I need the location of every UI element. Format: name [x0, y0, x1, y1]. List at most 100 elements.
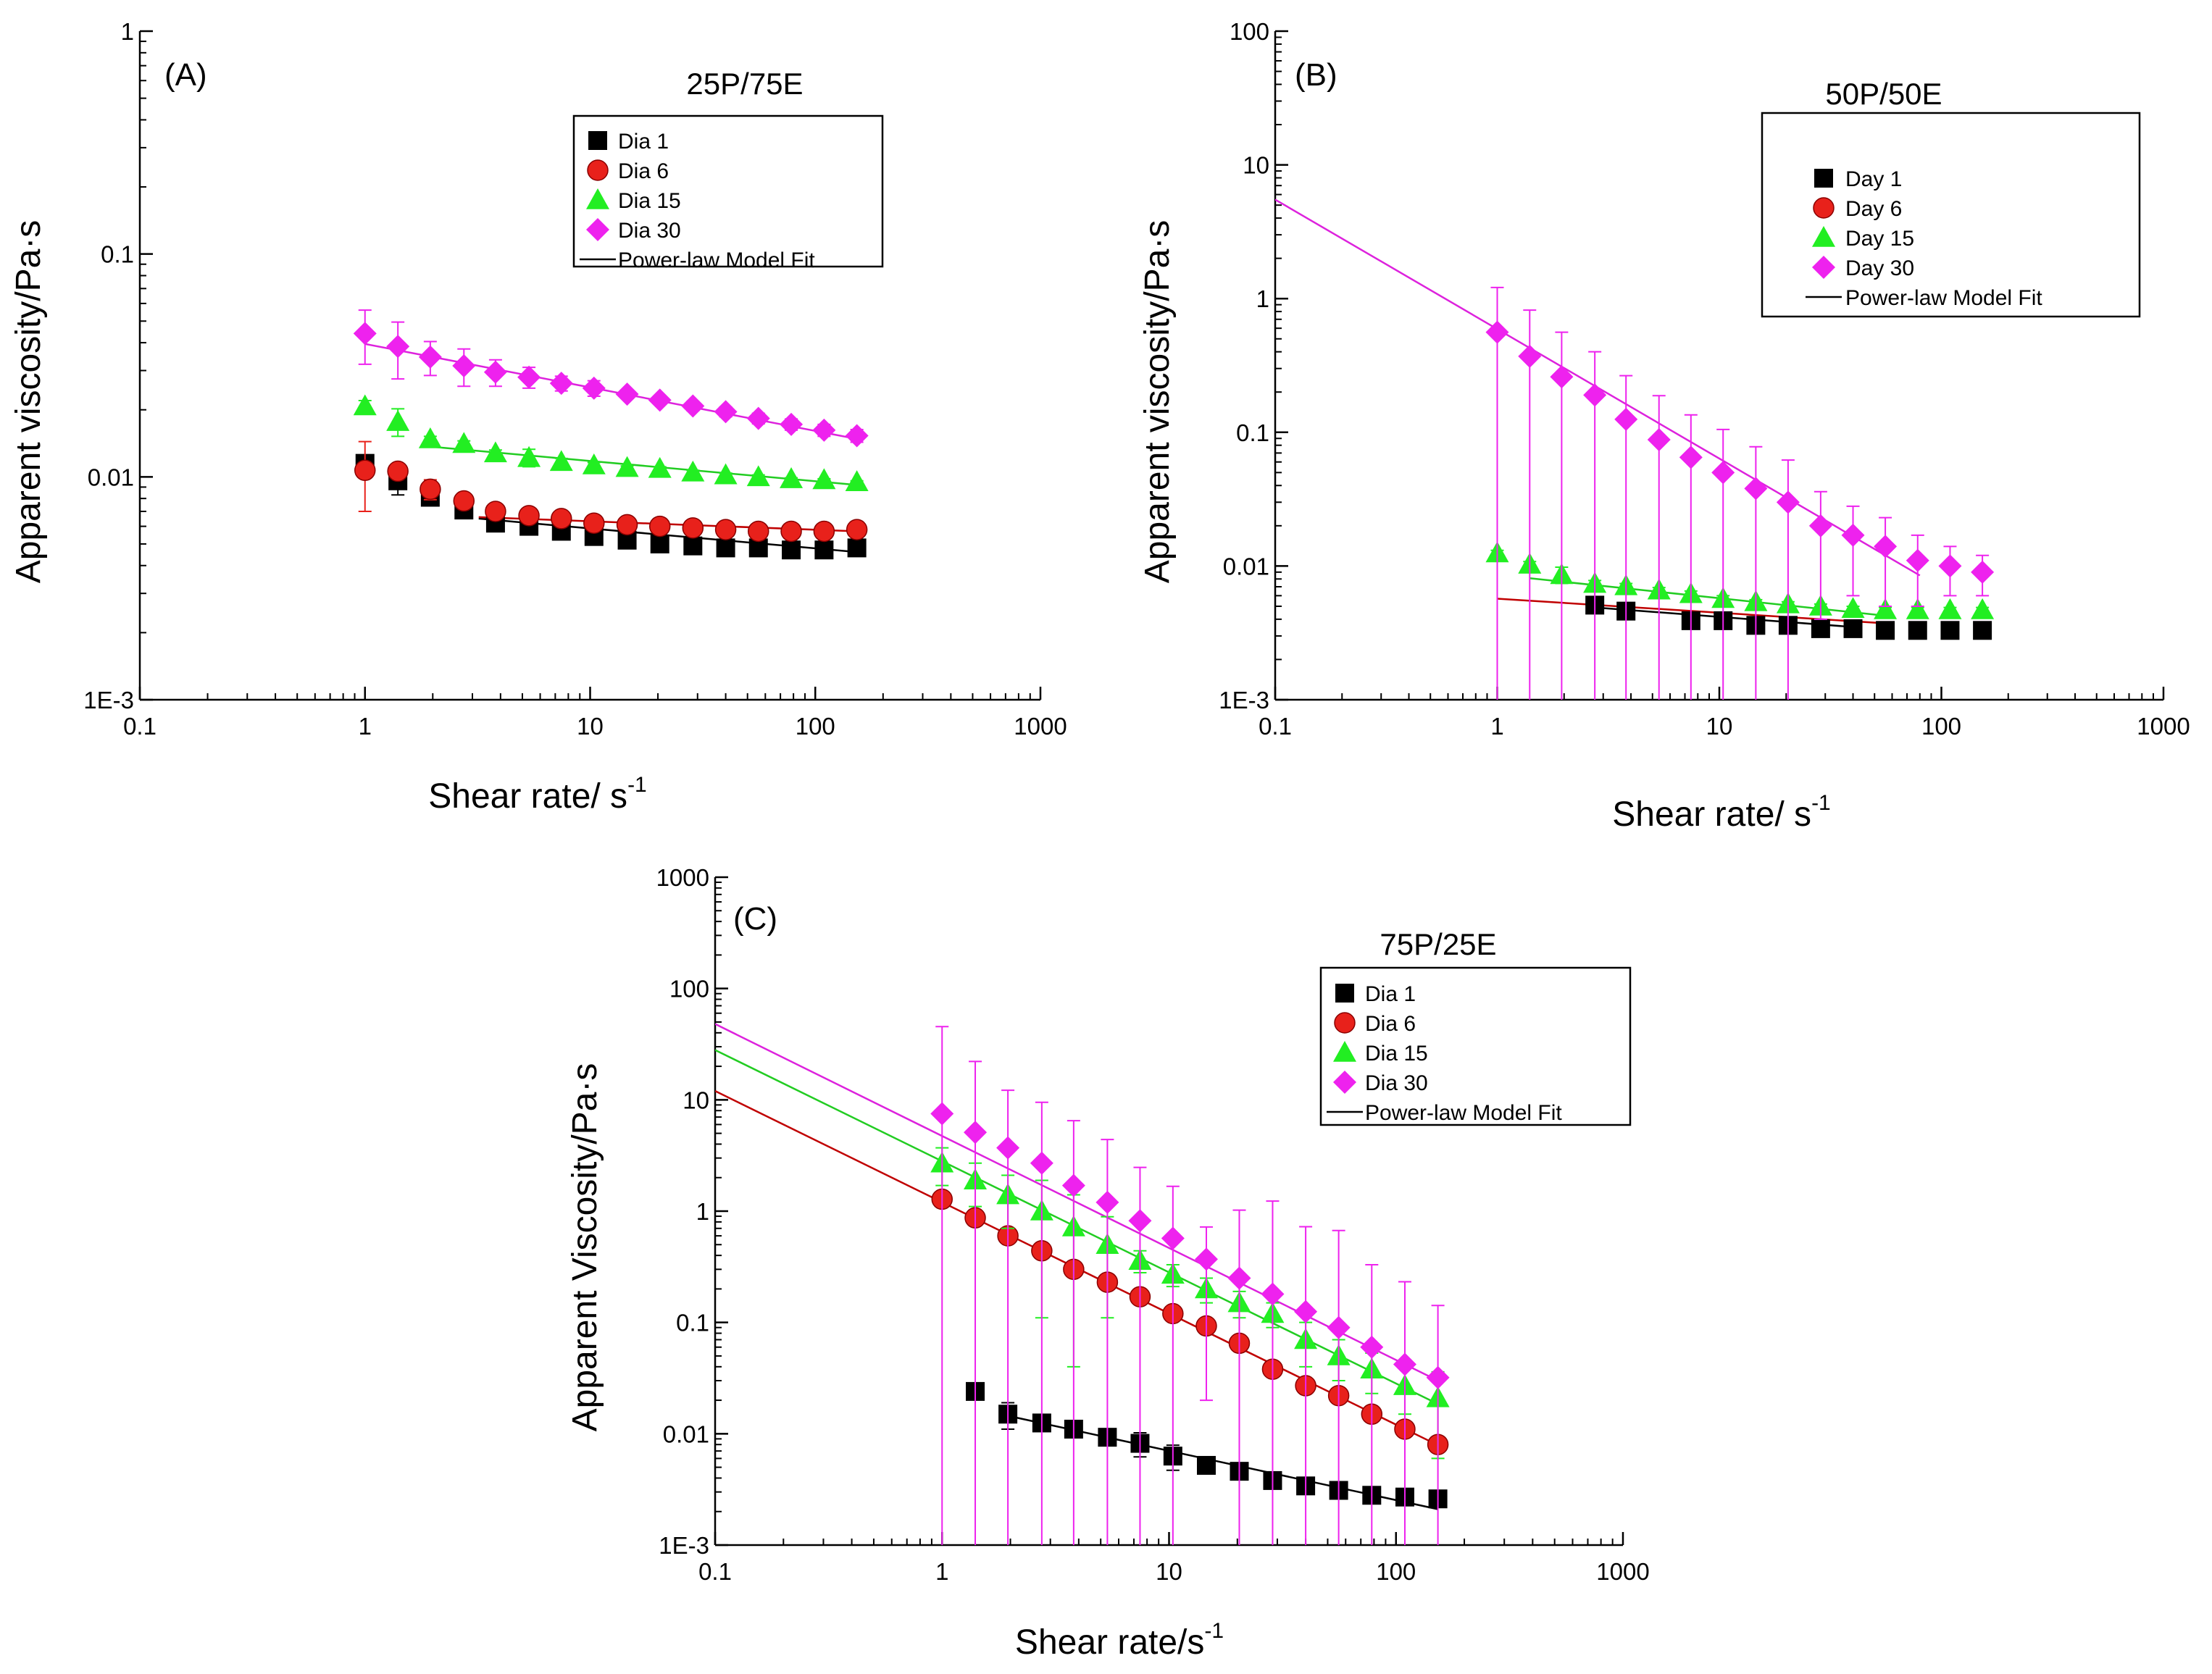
data-point-dia-30: [1095, 1190, 1119, 1214]
y-tick-label: 1E-3: [659, 1532, 709, 1559]
x-axis-title-text: Shear rate/ s: [428, 777, 627, 816]
legend-marker: [1813, 197, 1835, 219]
x-axis-title-superscript: -1: [627, 773, 647, 797]
legend-label: Day 1: [1845, 167, 1902, 191]
legend-marker: [1812, 226, 1835, 247]
y-tick-label: 0.01: [88, 464, 134, 490]
data-point-dia-15: [780, 467, 804, 488]
x-axis-title-superscript: -1: [1204, 1619, 1224, 1643]
data-point-dia-30: [648, 388, 672, 412]
data-point-dia-30: [964, 1121, 988, 1144]
data-point-dia-30: [452, 354, 476, 378]
legend-marker: [586, 188, 609, 209]
data-point-dia-30: [386, 335, 410, 359]
data-point-day-30: [1938, 554, 1962, 578]
y-tick-label: 0.01: [1223, 553, 1269, 579]
data-point-day-1: [1843, 619, 1863, 638]
data-point-day-30: [1874, 535, 1898, 558]
data-point-dia-1: [716, 538, 735, 558]
data-point-dia-30: [483, 360, 507, 384]
data-point-day-30: [1485, 320, 1509, 344]
data-point-dia-6: [682, 517, 704, 539]
data-point-day-30: [1971, 560, 1995, 584]
data-point-day-1: [1940, 621, 1960, 640]
data-point-dia-15: [812, 468, 836, 490]
y-tick-label: 1E-3: [83, 687, 134, 713]
y-tick-label: 1000: [656, 864, 709, 891]
data-point-dia-6: [616, 514, 638, 536]
data-point-dia-15: [418, 427, 442, 448]
data-point-dia-1: [814, 540, 834, 560]
plot-area: [715, 1023, 1450, 1545]
data-point-dia-30: [1360, 1335, 1384, 1359]
data-point-dia-15: [845, 470, 869, 491]
data-point-dia-30: [1030, 1151, 1053, 1175]
data-point-dia-6: [485, 501, 506, 522]
data-point-dia-30: [1294, 1300, 1318, 1323]
data-point-dia-6: [583, 512, 605, 534]
x-tick-label: 10: [1706, 713, 1733, 740]
y-tick-label: 1: [121, 18, 134, 45]
data-point-dia-30: [996, 1136, 1020, 1160]
data-point-day-30: [1776, 490, 1800, 514]
data-point-day-1: [1908, 621, 1927, 640]
data-point-dia-30: [780, 412, 804, 436]
data-point-day-15: [1906, 598, 1929, 619]
legend-label: Dia 6: [618, 159, 669, 183]
x-axis-title-text: Shear rate/ s: [1612, 795, 1811, 834]
x-tick-label: 0.1: [1259, 713, 1292, 740]
legend-label: Dia 6: [1365, 1012, 1416, 1036]
fit-line-dia-30: [364, 343, 857, 440]
legend-label: Dia 15: [1365, 1042, 1428, 1066]
data-point-dia-15: [681, 460, 705, 482]
data-point-dia-15: [483, 441, 507, 463]
data-point-dia-30: [418, 345, 442, 369]
data-point-dia-6: [387, 460, 409, 482]
y-tick-label: 0.01: [663, 1420, 709, 1447]
x-tick-label: 100: [1921, 713, 1961, 740]
data-point-dia-6: [813, 520, 835, 543]
legend-marker: [1812, 256, 1835, 279]
data-point-day-30: [1808, 514, 1832, 537]
data-point-dia-30: [746, 406, 770, 430]
x-tick-label: 10: [577, 713, 604, 740]
legend-box: [572, 114, 884, 268]
x-tick-label: 100: [796, 713, 835, 740]
data-point-dia-30: [1128, 1209, 1152, 1233]
legend-marker: [587, 159, 609, 181]
legend-label: Day 15: [1845, 227, 1914, 251]
data-point-dia-1: [650, 534, 669, 553]
data-point-dia-30: [1227, 1266, 1251, 1290]
data-point-dia-15: [353, 394, 377, 416]
data-point-day-30: [1647, 428, 1671, 452]
data-point-dia-6: [780, 520, 802, 543]
data-point-dia-6: [714, 519, 737, 540]
y-tick-label: 1: [696, 1198, 709, 1225]
data-point-dia-15: [517, 445, 541, 467]
data-point-day-30: [1614, 407, 1638, 431]
data-point-dia-15: [714, 463, 738, 485]
data-point-dia-30: [1161, 1226, 1185, 1250]
legend-marker: [588, 131, 607, 150]
x-tick-label: 100: [1376, 1558, 1416, 1585]
data-point-dia-30: [1061, 1173, 1085, 1197]
y-axis-title: Apparent Viscosity/Pa·s: [566, 1063, 604, 1432]
data-point-day-1: [1876, 621, 1895, 640]
data-point-dia-6: [846, 519, 868, 540]
data-point-dia-30: [681, 394, 705, 418]
y-tick-label: 10: [683, 1087, 709, 1113]
data-point-dia-1: [782, 540, 801, 560]
legend-marker: [1814, 169, 1833, 188]
chart-title: 25P/75E: [686, 67, 803, 101]
data-point-day-30: [1583, 383, 1607, 407]
data-point-day-30: [1550, 365, 1574, 389]
data-point-day-30: [1906, 548, 1929, 572]
x-axis-title-superscript: -1: [1811, 791, 1831, 815]
data-point-dia-15: [648, 456, 672, 478]
x-tick-label: 1000: [1596, 1558, 1649, 1585]
data-point-day-15: [1938, 598, 1962, 619]
legend-marker: [1334, 1012, 1356, 1034]
legend-label: Dia 30: [618, 219, 681, 243]
x-tick-label: 0.1: [123, 713, 156, 740]
plot-area: [1275, 198, 1995, 700]
